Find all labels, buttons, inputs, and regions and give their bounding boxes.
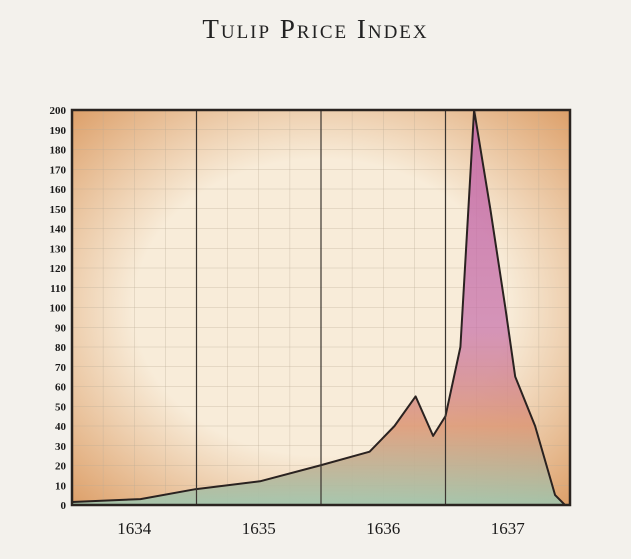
y-tick-label: 150 [50,204,67,216]
x-tick-label: 1635 [242,519,276,538]
y-tick-label: 20 [55,461,67,473]
price-line [71,109,566,506]
y-tick-label: 90 [55,322,67,334]
y-tick-label: 50 [55,401,67,413]
y-tick-label: 40 [55,421,67,433]
y-tick-label: 60 [55,382,67,394]
x-tick-label: 1637 [491,519,526,538]
y-tick-label: 30 [55,441,67,453]
price-area [72,110,566,505]
y-tick-label: 160 [50,184,67,196]
y-tick-label: 10 [55,480,67,492]
y-tick-label: 140 [50,224,67,236]
y-tick-label: 100 [50,303,67,315]
y-tick-label: 110 [50,283,66,295]
y-tick-label: 130 [50,243,67,255]
plot-frame [70,108,572,507]
y-tick-label: 120 [50,263,67,275]
y-tick-label: 180 [50,145,67,157]
y-tick-label: 80 [55,342,67,354]
y-tick-label: 170 [50,164,67,176]
chart-title: Tulip Price Index [202,14,429,44]
x-tick-label: 1634 [117,519,152,538]
x-tick-label: 1636 [366,519,400,538]
y-tick-label: 70 [55,362,67,374]
y-tick-label: 0 [61,500,67,512]
y-tick-label: 190 [50,125,67,137]
y-tick-label: 200 [50,105,67,117]
